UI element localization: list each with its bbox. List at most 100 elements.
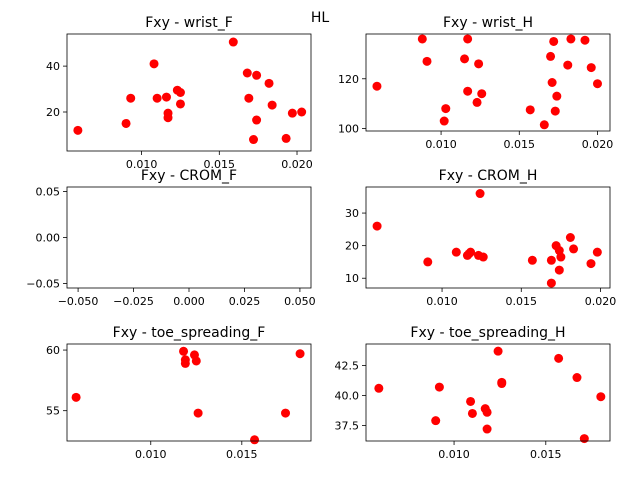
y-tick-label: 0.00 bbox=[36, 232, 61, 245]
data-point bbox=[228, 37, 238, 47]
data-point bbox=[244, 93, 254, 103]
axes-frame bbox=[365, 343, 611, 442]
data-points bbox=[71, 346, 305, 445]
data-points bbox=[73, 37, 307, 145]
subplot-6: Fxy - toe_spreading_H 0.010 0.015 37.5 40.0 4… bbox=[335, 325, 611, 461]
data-point bbox=[580, 35, 590, 45]
data-point bbox=[372, 81, 382, 91]
data-point bbox=[596, 392, 606, 402]
data-point bbox=[175, 99, 185, 109]
data-point bbox=[592, 79, 602, 89]
data-point bbox=[482, 407, 492, 417]
data-point bbox=[250, 435, 260, 445]
data-point bbox=[493, 346, 503, 356]
data-point bbox=[554, 265, 564, 275]
data-point bbox=[423, 257, 433, 267]
y-tick-label: 40 bbox=[46, 60, 60, 73]
x-tick-label: 0.015 bbox=[506, 295, 538, 308]
data-point bbox=[546, 51, 556, 61]
y-tick-label: 42.5 bbox=[335, 360, 360, 373]
data-point bbox=[466, 396, 476, 406]
data-point bbox=[242, 68, 252, 78]
x-tick-label: 0.010 bbox=[126, 158, 158, 171]
x-tick-label: 0.015 bbox=[504, 138, 536, 151]
data-point bbox=[193, 408, 203, 418]
data-point bbox=[267, 100, 277, 110]
x-tick-label: 0.010 bbox=[425, 138, 457, 151]
data-point bbox=[163, 113, 173, 123]
data-point bbox=[431, 416, 441, 426]
data-point bbox=[467, 408, 477, 418]
data-point bbox=[126, 93, 136, 103]
data-point bbox=[422, 56, 432, 66]
y-tick-label: 60 bbox=[46, 344, 60, 357]
x-tick-label: 0.020 bbox=[585, 295, 617, 308]
data-point bbox=[563, 60, 573, 70]
x-tick-label: 0.020 bbox=[281, 158, 313, 171]
y-tick-label: 55 bbox=[46, 405, 60, 418]
subplot-title: Fxy - wrist_H bbox=[443, 15, 533, 31]
data-point bbox=[546, 255, 556, 265]
subplot-4: Fxy - CROM_H 0.010 0.015 0.020 10 20 30 bbox=[345, 168, 616, 308]
data-point bbox=[466, 247, 476, 257]
x-tick-label: 0.020 bbox=[582, 138, 614, 151]
y-tick-label: 37.5 bbox=[335, 419, 360, 432]
data-point bbox=[71, 392, 81, 402]
axes-frame bbox=[66, 33, 312, 152]
data-point bbox=[475, 189, 485, 199]
data-point bbox=[460, 54, 470, 64]
data-point bbox=[554, 353, 564, 363]
y-tick-label: 20 bbox=[46, 106, 60, 119]
data-point bbox=[463, 34, 473, 44]
data-point bbox=[579, 434, 589, 444]
x-tick-label: 0.010 bbox=[135, 448, 167, 461]
data-point bbox=[527, 255, 537, 265]
data-point bbox=[252, 70, 262, 80]
y-tick-label: 30 bbox=[345, 207, 359, 220]
data-point bbox=[295, 349, 305, 359]
data-point bbox=[547, 78, 557, 87]
data-point bbox=[552, 91, 562, 101]
x-tick-label: −0.050 bbox=[58, 295, 99, 308]
axes-frame bbox=[365, 33, 611, 132]
y-tick-label: 40.0 bbox=[335, 389, 360, 402]
data-point bbox=[252, 115, 262, 125]
subplot-grid: Fxy - wrist_F 0.010 0.015 0.020 20 40 Fxy - wr… bbox=[26, 15, 616, 461]
y-tick-label: 100 bbox=[338, 123, 359, 136]
data-point bbox=[477, 89, 487, 99]
subplot-title: Fxy - wrist_F bbox=[145, 15, 233, 31]
data-point bbox=[175, 88, 185, 97]
data-point bbox=[191, 356, 201, 366]
x-tick-label: 0.000 bbox=[173, 295, 205, 308]
data-point bbox=[569, 244, 579, 254]
x-tick-label: 0.010 bbox=[426, 295, 458, 308]
x-tick-label: 0.050 bbox=[284, 295, 316, 308]
y-tick-label: −0.05 bbox=[26, 277, 60, 290]
data-point bbox=[546, 278, 556, 288]
y-tick-label: 120 bbox=[338, 73, 359, 86]
data-points bbox=[372, 34, 602, 130]
axes-frame bbox=[66, 343, 312, 442]
data-point bbox=[121, 118, 131, 128]
data-point bbox=[161, 92, 171, 102]
y-tick-label: 0.05 bbox=[36, 186, 61, 199]
data-point bbox=[556, 252, 566, 262]
data-point bbox=[478, 252, 488, 262]
data-point bbox=[281, 133, 291, 143]
subplot-5: Fxy - toe_spreading_F 0.010 0.015 55 60 bbox=[46, 325, 312, 461]
data-point bbox=[287, 108, 297, 118]
subplot-1: Fxy - wrist_F 0.010 0.015 0.020 20 40 bbox=[46, 15, 313, 171]
data-point bbox=[451, 247, 461, 257]
data-point bbox=[149, 59, 159, 69]
x-tick-label: 0.025 bbox=[229, 295, 261, 308]
x-tick-label: −0.025 bbox=[113, 295, 154, 308]
data-point bbox=[497, 379, 507, 389]
data-point bbox=[264, 78, 274, 88]
data-point bbox=[434, 382, 444, 392]
subplot-3: Fxy - CROM_F −0.050 −0.025 0.000 0.025 0.050 −… bbox=[26, 168, 315, 308]
data-point bbox=[566, 34, 576, 44]
data-points bbox=[374, 346, 606, 444]
data-point bbox=[417, 34, 427, 44]
subplot-title: Fxy - toe_spreading_F bbox=[113, 325, 266, 341]
